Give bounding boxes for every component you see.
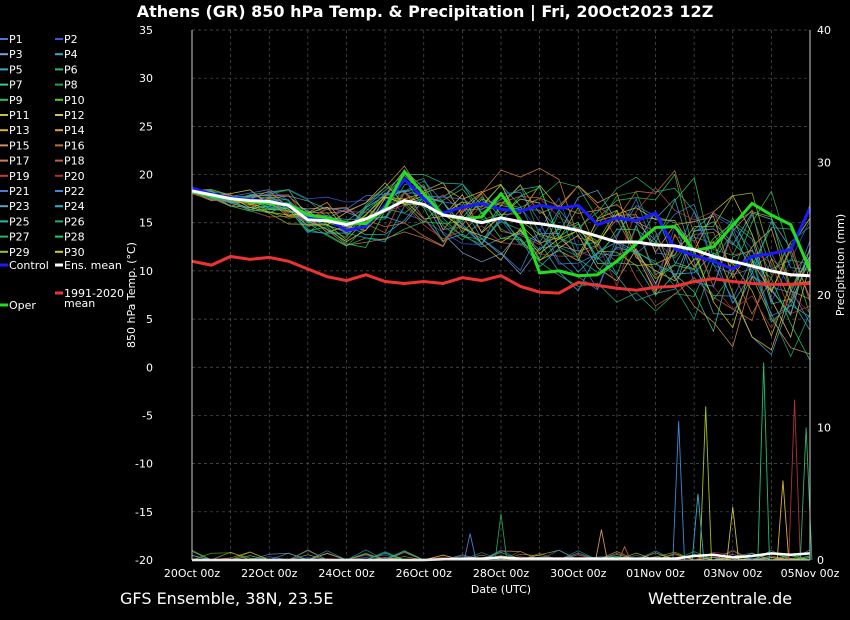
y2-tick-label: 20 (817, 289, 831, 302)
source-label: Wetterzentrale.de (648, 589, 793, 608)
legend-label-P2: P2 (64, 33, 78, 46)
legend-label-P12: P12 (64, 109, 85, 122)
legend-label-P13: P13 (9, 124, 30, 137)
y-tick-label: -10 (135, 458, 153, 471)
x-tick-label: 28Oct 00z (473, 567, 530, 580)
series-ens-mean (191, 189, 811, 278)
legend-label-P26: P26 (64, 215, 85, 228)
x-tick-label: 24Oct 00z (318, 567, 375, 580)
legend-label-P4: P4 (64, 48, 78, 61)
precip-spike (618, 545, 631, 561)
legend-label-P23: P23 (9, 200, 30, 213)
y-tick-label: 20 (139, 169, 153, 182)
legend-label-P29: P29 (9, 246, 30, 259)
legend-label-P5: P5 (9, 63, 23, 76)
legend-label-mean: mean (64, 297, 95, 310)
legend-label-P15: P15 (9, 139, 30, 152)
y-tick-label: 5 (146, 313, 153, 326)
legend-label-P21: P21 (9, 185, 30, 198)
x-tick-label: 01Nov 00z (626, 567, 685, 580)
legend-label-P19: P19 (9, 170, 30, 183)
member-line-P8 (191, 183, 811, 276)
precip-spike (595, 529, 608, 561)
member-line-P23 (191, 185, 811, 316)
x-tick-label: 30Oct 00z (550, 567, 607, 580)
legend-label-P7: P7 (9, 79, 23, 92)
legend-label-P25: P25 (9, 215, 30, 228)
precip-spike (726, 506, 739, 561)
y2-tick-label: 40 (817, 24, 831, 37)
precip-spike (463, 533, 477, 561)
y-tick-label: -20 (135, 554, 153, 567)
y2-axis-title: Precipitation (mm) (834, 214, 847, 316)
legend-label-P22: P22 (64, 185, 85, 198)
x-tick-label: 26Oct 00z (396, 567, 453, 580)
member-line-P30 (191, 190, 811, 329)
legend-label-P30: P30 (64, 246, 85, 259)
legend-label-P8: P8 (64, 79, 78, 92)
legend-label-P10: P10 (64, 94, 85, 107)
precip-spike (788, 399, 801, 561)
x-tick-label: 22Oct 00z (241, 567, 298, 580)
x-axis-title: Date (UTC) (471, 583, 531, 596)
legend-label-P16: P16 (64, 139, 85, 152)
legend-label-P27: P27 (9, 231, 30, 244)
member-line-P29 (191, 183, 811, 304)
legend-label-oper: Oper (9, 299, 36, 312)
model-location-label: GFS Ensemble, 38N, 23.5E (120, 589, 334, 608)
series-oper (191, 169, 812, 278)
precip-spike (691, 493, 705, 561)
legend-label-ens-mean: Ens. mean (64, 259, 122, 272)
y-tick-label: 25 (139, 120, 153, 133)
legend-label-P28: P28 (64, 231, 85, 244)
legend-label-1991-2020: 1991-2020 (64, 287, 124, 300)
legend-label-P6: P6 (64, 63, 78, 76)
precip-spike (494, 513, 508, 561)
y-tick-label: 10 (139, 265, 153, 278)
series-1991-2020-mean (191, 254, 811, 295)
legend-label-P3: P3 (9, 48, 23, 61)
legend-label-P14: P14 (64, 124, 85, 137)
precip-spike (757, 362, 770, 561)
member-line-P18 (191, 191, 811, 322)
legend-label-P11: P11 (9, 109, 30, 122)
y-tick-label: 0 (146, 361, 153, 374)
precip-spike (776, 480, 790, 561)
y-tick-label: -5 (142, 409, 153, 422)
x-tick-label: 03Nov 00z (703, 567, 762, 580)
chart-title: Athens (GR) 850 hPa Temp. & Precipitatio… (136, 2, 714, 21)
y-axis-title: 850 hPa Temp. (°C) (125, 242, 138, 348)
legend-label-P24: P24 (64, 200, 85, 213)
y-tick-label: 35 (139, 24, 153, 37)
precip-spike (672, 420, 685, 561)
y2-tick-label: 10 (817, 422, 831, 435)
y-tick-label: -15 (135, 506, 153, 519)
member-line-P27 (191, 176, 811, 270)
x-tick-label: 05Nov 00z (781, 567, 840, 580)
legend-label-P20: P20 (64, 170, 85, 183)
legend-label-P17: P17 (9, 155, 30, 168)
y-tick-label: 30 (139, 72, 153, 85)
legend-label-P1: P1 (9, 33, 23, 46)
legend-label-P18: P18 (64, 155, 85, 168)
y-tick-label: 15 (139, 217, 153, 230)
precip-spike (699, 406, 712, 561)
legend-label-P9: P9 (9, 94, 23, 107)
member-line-P2 (191, 189, 811, 303)
legend-label-control: Control (9, 259, 49, 272)
y2-tick-label: 30 (817, 157, 831, 170)
y2-tick-label: 0 (817, 554, 824, 567)
x-tick-label: 20Oct 00z (164, 567, 221, 580)
